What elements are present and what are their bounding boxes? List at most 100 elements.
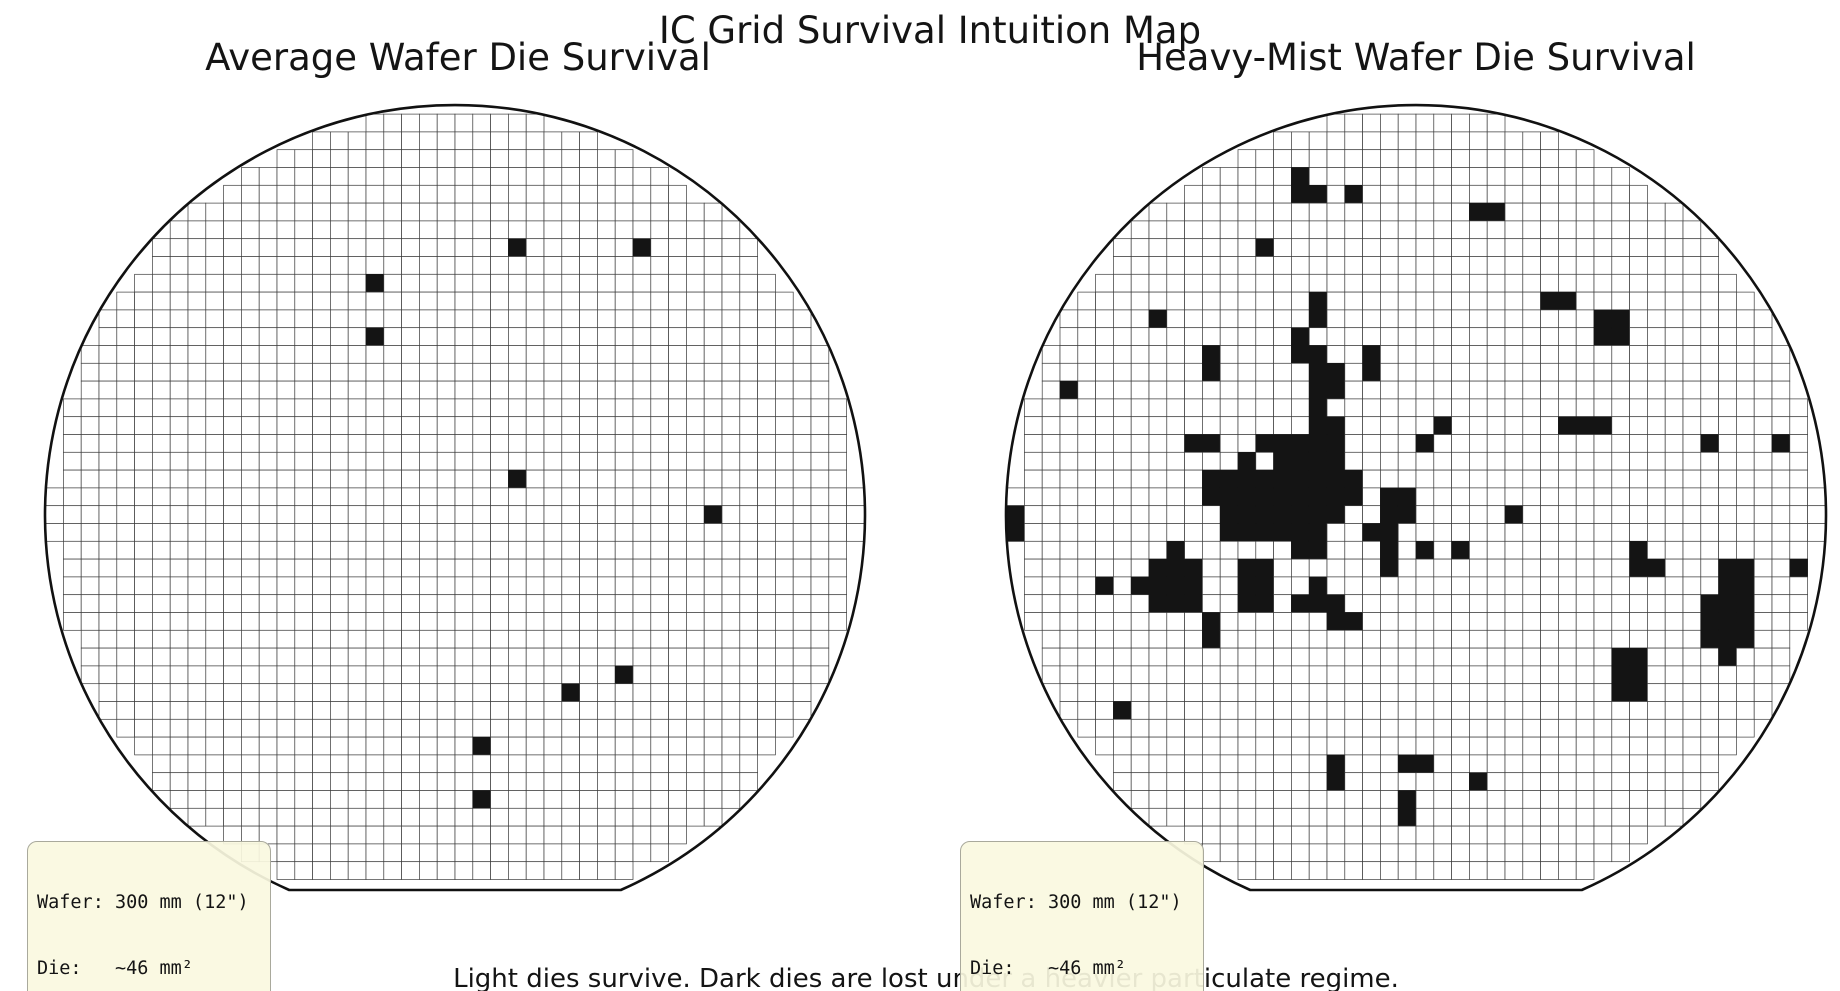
dead-die bbox=[1718, 558, 1737, 578]
dead-die bbox=[1771, 434, 1791, 453]
dead-die bbox=[1326, 451, 1346, 471]
dead-die bbox=[1308, 380, 1328, 400]
dead-die bbox=[1558, 291, 1577, 311]
dead-die bbox=[1593, 416, 1613, 435]
dead-die bbox=[1184, 576, 1203, 596]
dead-die bbox=[1308, 309, 1328, 329]
dead-die bbox=[1397, 807, 1417, 827]
dead-die bbox=[1718, 629, 1737, 649]
dead-die bbox=[1202, 434, 1221, 453]
dead-die bbox=[1362, 523, 1381, 542]
dead-die bbox=[1148, 558, 1168, 578]
dead-die bbox=[1469, 202, 1488, 222]
dead-die bbox=[1237, 523, 1257, 542]
dead-die bbox=[1326, 416, 1346, 435]
dead-die bbox=[1308, 523, 1328, 542]
dead-die bbox=[1397, 505, 1417, 524]
dead-die bbox=[1255, 469, 1274, 489]
left-wafer-info-box: Wafer: 300 mm (12") Die: ~46 mm² Node: 5… bbox=[27, 841, 271, 991]
dead-die bbox=[1273, 487, 1292, 507]
dead-die bbox=[1415, 754, 1435, 774]
dead-die bbox=[1415, 540, 1435, 560]
dead-die bbox=[1380, 505, 1399, 524]
dead-die bbox=[1291, 594, 1310, 613]
dead-die bbox=[1344, 612, 1363, 631]
dead-die bbox=[365, 273, 385, 293]
dead-die bbox=[1415, 434, 1435, 453]
dead-die bbox=[1380, 540, 1399, 560]
dead-die bbox=[1166, 594, 1185, 613]
dead-die bbox=[1736, 576, 1755, 596]
dead-die bbox=[1273, 523, 1292, 542]
dead-die bbox=[1397, 487, 1417, 507]
dead-die bbox=[1397, 790, 1417, 809]
dead-die bbox=[1326, 594, 1346, 613]
dead-die bbox=[1237, 469, 1257, 489]
dead-die bbox=[1736, 629, 1755, 649]
dead-die bbox=[365, 327, 385, 346]
dead-die bbox=[1308, 345, 1328, 364]
right-wafer-outline bbox=[1004, 103, 1828, 892]
dead-die bbox=[1344, 487, 1363, 507]
dead-die bbox=[1148, 309, 1168, 329]
right-wafer-grid bbox=[1006, 113, 1826, 880]
dead-die bbox=[1629, 665, 1648, 685]
info-line-die-area: Die: ~46 mm² bbox=[970, 958, 1126, 979]
dead-die bbox=[1308, 184, 1328, 204]
dead-die bbox=[1273, 434, 1292, 453]
right-wafer-info-box: Wafer: 300 mm (12") Die: ~46 mm² Node: 5… bbox=[960, 841, 1204, 991]
dead-die bbox=[1308, 487, 1328, 507]
dead-die bbox=[1308, 362, 1328, 382]
dead-die bbox=[1611, 647, 1630, 667]
dead-die bbox=[1006, 523, 1025, 542]
dead-die bbox=[508, 469, 527, 489]
left-wafer-outline bbox=[43, 103, 867, 892]
dead-die bbox=[1308, 434, 1328, 453]
dead-die bbox=[1291, 167, 1310, 186]
dead-die bbox=[1148, 594, 1168, 613]
dead-die bbox=[1326, 487, 1346, 507]
dead-die bbox=[1291, 487, 1310, 507]
dead-die bbox=[1700, 612, 1719, 631]
dead-die bbox=[1451, 540, 1470, 560]
dead-die bbox=[1380, 558, 1399, 578]
dead-die bbox=[1575, 416, 1595, 435]
left-wafer-grid bbox=[45, 113, 865, 880]
dead-die bbox=[1433, 416, 1452, 435]
dead-die bbox=[1789, 558, 1808, 578]
dead-die bbox=[1148, 576, 1168, 596]
dead-die bbox=[1308, 540, 1328, 560]
dead-die bbox=[1202, 345, 1221, 364]
dead-die bbox=[1380, 487, 1399, 507]
dead-die bbox=[1718, 594, 1737, 613]
dead-die bbox=[1308, 505, 1328, 524]
dead-die bbox=[1219, 469, 1239, 489]
dead-die bbox=[1273, 505, 1292, 524]
dead-die bbox=[1344, 184, 1363, 204]
dead-die bbox=[1308, 416, 1328, 435]
dead-die bbox=[1184, 594, 1203, 613]
dead-die bbox=[1273, 469, 1292, 489]
dead-die bbox=[1736, 594, 1755, 613]
dead-die bbox=[1326, 362, 1346, 382]
dead-die bbox=[1593, 327, 1613, 346]
dead-die bbox=[1291, 434, 1310, 453]
dead-die bbox=[1202, 469, 1221, 489]
dead-die bbox=[1113, 701, 1132, 720]
dead-die bbox=[1291, 540, 1310, 560]
dead-die bbox=[472, 790, 491, 809]
dead-die bbox=[1647, 558, 1666, 578]
dead-die bbox=[1255, 434, 1274, 453]
dead-die bbox=[1237, 594, 1257, 613]
dead-die bbox=[1344, 469, 1363, 489]
dead-die bbox=[1255, 487, 1274, 507]
dead-die bbox=[1629, 683, 1648, 702]
dead-die bbox=[1291, 523, 1310, 542]
dead-die bbox=[1166, 540, 1185, 560]
dead-die bbox=[1362, 345, 1381, 364]
dead-die bbox=[1291, 184, 1310, 204]
dead-die bbox=[1326, 772, 1346, 791]
dead-die bbox=[1611, 665, 1630, 685]
dead-die bbox=[1202, 629, 1221, 649]
dead-die bbox=[1380, 523, 1399, 542]
